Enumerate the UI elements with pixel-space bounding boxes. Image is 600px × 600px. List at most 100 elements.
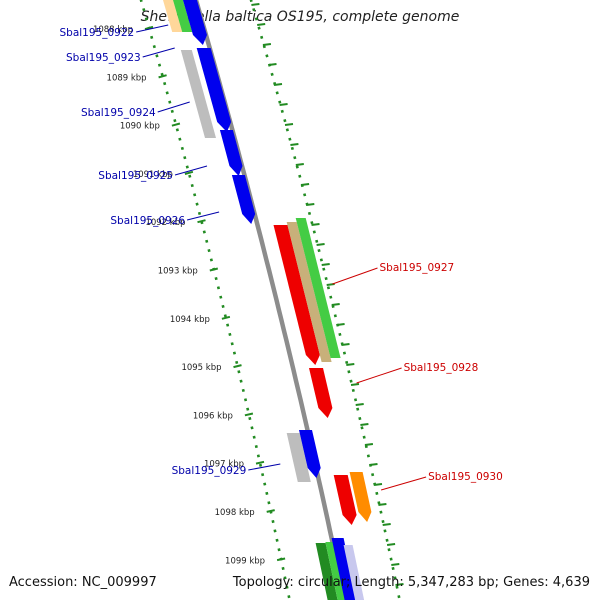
blue-gene-feature [182, 0, 207, 45]
minor-tick-mark [369, 463, 378, 466]
gene-label-leader [380, 476, 427, 491]
kbp-tick-label: 1095 kbp [181, 363, 221, 373]
darkgreen-gene-feature [315, 543, 338, 600]
minor-tick-mark [395, 583, 404, 586]
gene-labels: Sbal195_0922 Sbal195_0923 Sbal195_0924 Sbal… [59, 24, 503, 491]
blue-gene-feature [231, 175, 256, 224]
gene-label-left: Sbal195_0924 [81, 107, 156, 119]
minor-tick-mark [331, 303, 340, 306]
blue-gene-feature [196, 48, 232, 132]
kbp-tick-label: 1089 kbp [107, 73, 147, 83]
gene-label-left: Sbal195_0923 [66, 52, 141, 64]
minor-tick-mark [290, 143, 299, 146]
minor-tick-mark [382, 523, 391, 526]
minor-tick-mark [360, 423, 369, 426]
gene-label-left: Sbal195_0922 [59, 27, 134, 39]
red-gene-feature [309, 368, 333, 418]
green-gene-feature [325, 542, 346, 600]
green-gene-feature [172, 0, 193, 32]
minor-tick-mark [386, 543, 396, 546]
outer-dotted-line [249, 0, 401, 600]
green-gene-feature [295, 218, 341, 358]
kbp-tick-mark [184, 170, 194, 175]
minor-tick-mark [306, 203, 315, 206]
gene-label-left: Sbal195_0926 [110, 215, 185, 227]
kbp-tick-mark [221, 315, 231, 320]
minor-tick-mark [336, 323, 345, 326]
gene-label-leader [248, 463, 281, 471]
minor-tick-mark [316, 243, 325, 246]
kbp-tick-mark [244, 412, 254, 417]
minor-tick-mark [391, 563, 400, 566]
minor-tick-mark [311, 223, 320, 226]
minor-tick-mark [273, 83, 283, 86]
peach-gene-feature [162, 0, 183, 32]
gene-label-right: Sbal195_0927 [380, 262, 455, 274]
gene-label-leader [142, 47, 175, 58]
gray-gene-feature [180, 50, 216, 138]
kbp-tick-label: 1094 kbp [170, 315, 210, 325]
blue-gene-feature [331, 538, 357, 600]
minor-tick-mark [373, 483, 383, 486]
gene-label-leader [332, 267, 378, 285]
kbp-tick-mark [144, 25, 154, 31]
minor-tick-mark [346, 363, 355, 366]
gene-features [162, 0, 372, 600]
minor-tick-mark [350, 383, 360, 386]
gene-label-leader [356, 367, 402, 384]
blue-gene-feature [219, 130, 243, 176]
gray-gene-feature [286, 433, 311, 482]
gene-label-right: Sbal195_0928 [404, 362, 479, 374]
minor-tick-mark [341, 343, 350, 346]
gene-label-left: Sbal195_0929 [172, 465, 247, 477]
map-title: Shewanella baltica OS195, complete genom… [140, 9, 460, 25]
kbp-tick-label: 1093 kbp [158, 267, 198, 277]
kbp-ticks: 1088 kbp 1089 kbp 1090 kbp 1091 kbp 1092 kbp… [93, 3, 404, 586]
gene-label-right: Sbal195_0930 [428, 471, 503, 483]
kbp-tick-mark [158, 74, 167, 79]
kbp-tick-label: 1092 kbp [145, 218, 185, 228]
minor-tick-mark [262, 43, 272, 46]
minor-tick-mark [355, 403, 364, 406]
minor-tick-mark [378, 503, 387, 506]
kbp-tick-label: 1097 kbp [204, 460, 244, 470]
gene-label-leader [186, 211, 220, 221]
kbp-tick-mark [197, 219, 206, 224]
red-gene-feature [273, 225, 320, 365]
kbp-tick-mark [233, 364, 242, 369]
gene-label-left: Sbal195_0925 [98, 170, 173, 182]
minor-tick-mark [300, 183, 310, 186]
inner-dotted-line [139, 0, 291, 600]
accession-text: Accession: NC_009997 [9, 575, 157, 590]
minor-tick-mark [268, 63, 277, 66]
minor-tick-mark [257, 23, 266, 26]
dotted-track-lines [139, 0, 401, 600]
kbp-tick-label: 1098 kbp [215, 508, 255, 518]
lavender-gene-feature [343, 545, 365, 600]
kbp-tick-mark [266, 509, 275, 513]
genome-summary-text: Topology: circular; Length: 5,347,283 bp… [232, 575, 590, 590]
blue-gene-feature [299, 430, 321, 478]
khaki-gene-feature [286, 222, 332, 362]
kbp-tick-label: 1090 kbp [120, 122, 160, 132]
kbp-tick-label: 1096 kbp [193, 411, 233, 421]
kbp-tick-mark [209, 267, 219, 272]
gene-label-leader [136, 24, 169, 33]
gene-label-leader [157, 101, 190, 113]
kbp-tick-label: 1088 kbp [93, 25, 133, 35]
minor-tick-mark [321, 263, 330, 266]
kbp-tick-mark [255, 460, 265, 465]
minor-tick-mark [279, 103, 288, 106]
minor-tick-mark [364, 443, 374, 446]
minor-tick-mark [251, 3, 260, 6]
kbp-tick-label: 1091 kbp [133, 170, 173, 180]
kbp-tick-mark [276, 557, 286, 562]
red-gene-feature [333, 475, 357, 525]
kbp-tick-mark [171, 122, 181, 127]
gene-label-leader [174, 165, 208, 176]
minor-tick-mark [284, 123, 294, 126]
kbp-tick-label: 1099 kbp [225, 556, 265, 566]
orange-gene-feature [349, 472, 372, 522]
minor-tick-mark [295, 163, 304, 166]
